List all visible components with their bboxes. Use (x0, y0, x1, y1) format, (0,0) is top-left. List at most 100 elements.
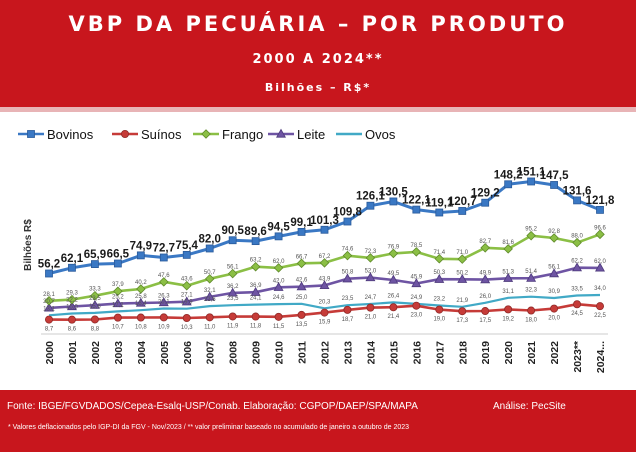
x-tick-label: 2014 (365, 341, 377, 365)
data-label: 72,7 (153, 243, 175, 255)
suinos-marker (274, 312, 283, 321)
data-label: 56,1 (227, 265, 239, 271)
frango-marker (411, 247, 422, 257)
data-label: 49,9 (479, 271, 491, 277)
data-label: 63,2 (250, 258, 262, 264)
data-label: 13,5 (296, 322, 308, 328)
data-label: 22,5 (594, 313, 606, 319)
x-tick-label: 2010 (274, 341, 286, 365)
leite-marker (227, 287, 238, 297)
data-label: 11,9 (227, 323, 239, 329)
suinos-marker (366, 303, 375, 312)
data-label: 51,3 (502, 269, 514, 275)
data-label: 148,2 (494, 169, 523, 181)
data-label: 28,1 (43, 292, 55, 298)
data-label: 23,2 (433, 297, 445, 303)
suinos-marker (458, 307, 467, 316)
data-label: 78,5 (410, 243, 422, 249)
data-label: 42,6 (296, 278, 308, 284)
frango-marker (201, 129, 211, 139)
frango-marker (572, 237, 582, 248)
data-label: 22,6 (204, 297, 216, 303)
frango-marker (136, 284, 146, 294)
data-label: 121,8 (586, 195, 615, 207)
legend-label: Bovinos (47, 127, 94, 142)
frango-marker (549, 233, 559, 243)
data-label: 131,6 (563, 185, 592, 197)
bovinos-marker (596, 205, 604, 214)
bovinos-marker (435, 208, 444, 217)
data-label: 40,2 (135, 280, 147, 286)
data-label: 20,0 (548, 316, 560, 322)
legend-label: Leite (297, 127, 325, 142)
data-label: 151,1 (517, 166, 546, 178)
data-label: 66,7 (296, 254, 308, 260)
frango-marker (250, 261, 261, 272)
leite-marker (250, 286, 261, 296)
suinos-marker (182, 314, 191, 323)
bovinos-marker (481, 198, 490, 207)
bovinos-marker (343, 217, 352, 226)
leite-marker (112, 298, 123, 308)
leite-marker (342, 273, 353, 283)
leite-marker (319, 280, 330, 290)
data-label: 19,0 (433, 317, 445, 323)
data-label: 76,9 (388, 244, 400, 250)
data-label: 11,8 (250, 324, 262, 330)
data-label: 52,0 (365, 269, 377, 275)
data-label: 82,0 (199, 233, 221, 245)
source-text: Fonte: IBGE/FGVDADOS/Cepea-Esalq-USP/Con… (7, 401, 418, 412)
data-label: 47,6 (158, 273, 170, 279)
series-frango (44, 229, 605, 306)
data-label: 8,8 (91, 326, 100, 332)
data-label: 62,0 (594, 259, 606, 265)
bovinos-marker (113, 259, 122, 268)
x-tick-label: 2005 (159, 341, 171, 365)
data-label: 24,5 (571, 311, 583, 317)
series-leite (44, 262, 605, 312)
data-label: 34,0 (594, 286, 606, 292)
leite-marker (411, 278, 422, 288)
data-label: 15,6 (89, 304, 101, 310)
data-label: 50,3 (433, 270, 445, 276)
bovinos-marker (228, 236, 237, 245)
legend-label: Ovos (365, 127, 396, 142)
leite-marker (273, 281, 284, 291)
x-tick-label: 2009 (251, 341, 263, 365)
bovinos-marker (68, 263, 76, 272)
bovinos-marker (573, 196, 581, 205)
data-label: 20,3 (319, 299, 331, 305)
frango-marker (181, 280, 192, 291)
frango-marker (457, 254, 468, 264)
frango-marker (480, 243, 490, 253)
data-label: 49,5 (388, 271, 400, 277)
x-tick-label: 2022 (549, 341, 561, 365)
data-label: 26,3 (158, 293, 170, 299)
data-label: 24,7 (365, 295, 377, 301)
data-label: 27,1 (181, 293, 193, 299)
x-tick-label: 2012 (320, 341, 332, 365)
leite-marker (89, 299, 100, 309)
bovinos-marker (205, 244, 214, 253)
bovinos-marker (412, 205, 421, 214)
frango-marker (44, 295, 54, 306)
frango-marker (342, 250, 353, 261)
bovinos-marker (297, 228, 306, 236)
data-label: 10,3 (181, 325, 193, 331)
bovinos-marker (91, 260, 99, 268)
data-label: 89,6 (244, 226, 266, 238)
data-label: 23,5 (227, 296, 239, 302)
legend-label: Suínos (141, 127, 182, 142)
data-label: 18,7 (342, 317, 354, 323)
data-label: 18,0 (525, 318, 537, 324)
data-label: 75,4 (176, 240, 199, 252)
data-label: 101,3 (310, 215, 339, 227)
footer-banner (0, 390, 636, 452)
x-tick-label: 2020 (503, 341, 515, 365)
data-label: 45,9 (410, 274, 422, 280)
data-label: 81,6 (502, 240, 514, 246)
series-bovinos (45, 177, 604, 278)
suinos-marker (113, 313, 122, 322)
suinos-marker (90, 315, 99, 324)
data-label: 8,6 (68, 327, 77, 333)
